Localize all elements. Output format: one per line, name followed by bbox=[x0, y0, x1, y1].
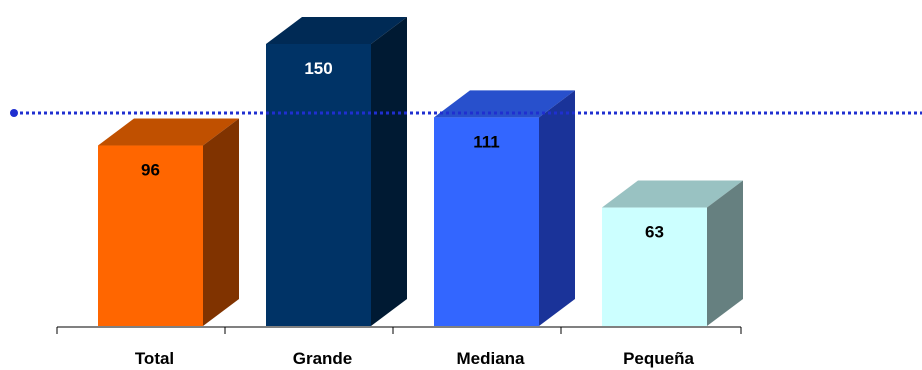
x-tick-label: Total bbox=[135, 349, 174, 368]
x-tick-label: Grande bbox=[293, 349, 353, 368]
bar-side bbox=[539, 90, 575, 326]
bar-top bbox=[434, 90, 575, 118]
bar-1: 96 bbox=[98, 118, 239, 327]
tick-labels: Total Grande Mediana Pequeña bbox=[135, 349, 695, 368]
bar-top bbox=[266, 17, 407, 44]
data-label: 96 bbox=[141, 161, 160, 180]
bar-side bbox=[371, 17, 407, 326]
reference-line-marker bbox=[10, 109, 18, 117]
bar-front bbox=[266, 44, 371, 326]
bars-group: 96 150 111 63 bbox=[98, 17, 743, 327]
bar-front bbox=[602, 207, 707, 326]
x-axis bbox=[56, 326, 742, 334]
bar-side bbox=[707, 180, 743, 326]
bar-front bbox=[98, 145, 203, 326]
data-label: 111 bbox=[473, 132, 500, 151]
x-tick-label: Pequeña bbox=[623, 349, 694, 368]
bar-3: 111 bbox=[434, 90, 575, 326]
bar-4: 63 bbox=[602, 180, 743, 326]
data-label: 63 bbox=[645, 223, 664, 242]
bar-top bbox=[602, 180, 743, 208]
bar-side bbox=[203, 118, 239, 327]
bar-front bbox=[434, 117, 539, 326]
bar-top bbox=[98, 118, 239, 146]
bar-2: 150 bbox=[266, 17, 407, 326]
data-label: 150 bbox=[304, 59, 332, 78]
x-tick-label: Mediana bbox=[456, 349, 525, 368]
